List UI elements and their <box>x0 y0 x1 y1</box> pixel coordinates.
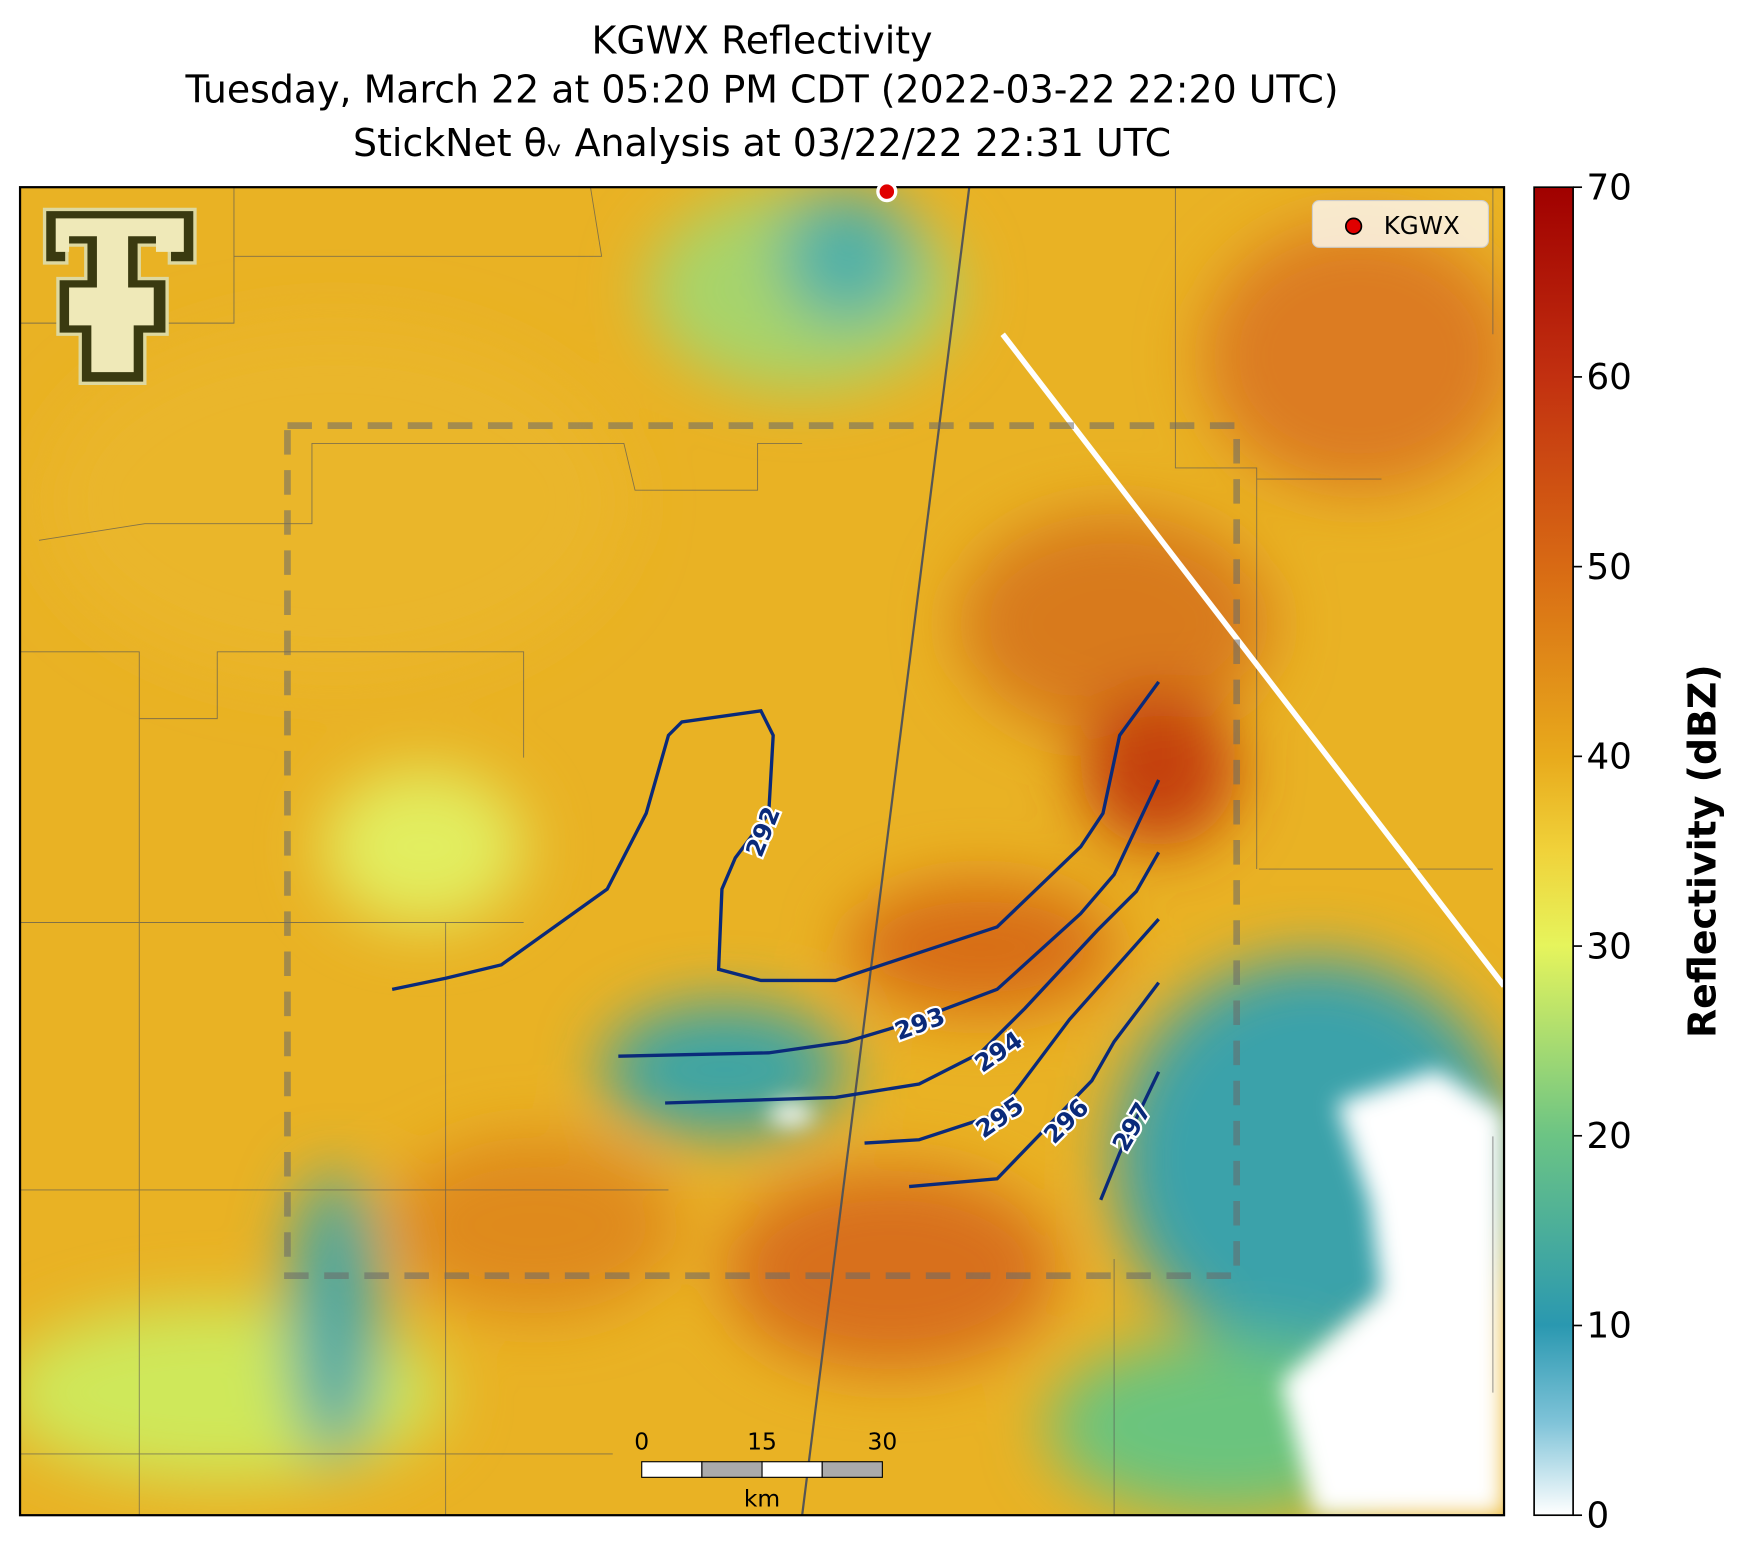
scale-bar: 0 15 30 km <box>634 1427 897 1512</box>
legend: KGWX <box>1311 200 1489 248</box>
contour-line <box>618 779 1161 1058</box>
scale-tick-label: 15 <box>747 1427 777 1455</box>
radar-site <box>876 181 898 203</box>
contour-line <box>908 981 1161 1189</box>
colorbar-tick-label: 20 <box>1586 1116 1631 1157</box>
colorbar-tick-label: 0 <box>1586 1495 1609 1536</box>
colorbar <box>1533 186 1574 1517</box>
legend-label: KGWX <box>1384 211 1460 240</box>
legend-marker <box>1345 217 1363 235</box>
radial-line <box>801 187 971 1516</box>
scale-segment <box>761 1461 823 1478</box>
scale-unit: km <box>744 1484 780 1512</box>
title-line: StickNet θᵥ Analysis at 03/22/22 22:31 U… <box>353 121 1171 165</box>
colorbar-label: Reflectivity (dBZ) <box>1681 664 1725 1038</box>
colorbar-tick-label: 30 <box>1586 926 1631 967</box>
title-line: Tuesday, March 22 at 05:20 PM CDT (2022-… <box>185 68 1339 112</box>
map-frame <box>18 186 1506 1517</box>
title-line: KGWX Reflectivity <box>592 19 933 63</box>
scale-segment <box>821 1461 883 1478</box>
contour-line <box>864 918 1160 1145</box>
scale-tick-label: 0 <box>634 1427 649 1455</box>
colorbar-tick-label: 40 <box>1586 737 1631 778</box>
scale-tick-label: 30 <box>867 1427 897 1455</box>
colorbar-tick-label: 70 <box>1586 167 1631 208</box>
contour-line <box>391 680 1161 991</box>
colorbar-tick-label: 50 <box>1586 547 1631 588</box>
colorbar-tick-label: 10 <box>1586 1306 1631 1347</box>
analysis-domain <box>284 422 1240 1280</box>
no-echo <box>768 1069 1505 1516</box>
contour-line <box>665 851 1161 1105</box>
beam-blockage <box>1000 332 1505 988</box>
scale-segment <box>701 1461 763 1478</box>
county-lines <box>20 187 1494 1516</box>
colorbar-tick-label: 60 <box>1586 357 1631 398</box>
scale-segment <box>641 1461 703 1478</box>
logo <box>42 207 197 385</box>
contour-line <box>1099 1071 1161 1201</box>
